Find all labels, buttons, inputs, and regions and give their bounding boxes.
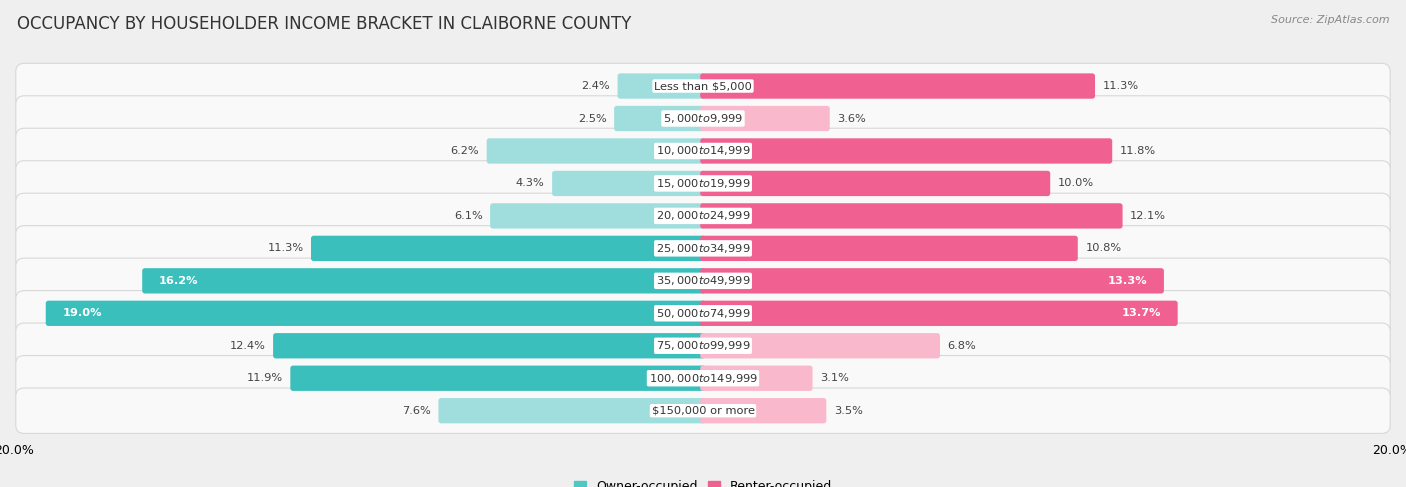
FancyBboxPatch shape — [15, 193, 1391, 239]
Text: 11.8%: 11.8% — [1119, 146, 1156, 156]
Text: Less than $5,000: Less than $5,000 — [654, 81, 752, 91]
FancyBboxPatch shape — [700, 74, 1095, 99]
Text: $5,000 to $9,999: $5,000 to $9,999 — [664, 112, 742, 125]
Text: 12.1%: 12.1% — [1130, 211, 1166, 221]
FancyBboxPatch shape — [491, 203, 706, 228]
FancyBboxPatch shape — [700, 236, 1078, 261]
FancyBboxPatch shape — [700, 171, 1050, 196]
Text: $75,000 to $99,999: $75,000 to $99,999 — [655, 339, 751, 352]
Legend: Owner-occupied, Renter-occupied: Owner-occupied, Renter-occupied — [574, 480, 832, 487]
Text: 11.3%: 11.3% — [1102, 81, 1139, 91]
FancyBboxPatch shape — [15, 96, 1391, 141]
FancyBboxPatch shape — [290, 366, 706, 391]
FancyBboxPatch shape — [15, 161, 1391, 206]
Text: $20,000 to $24,999: $20,000 to $24,999 — [655, 209, 751, 223]
Text: $100,000 to $149,999: $100,000 to $149,999 — [648, 372, 758, 385]
Text: 3.6%: 3.6% — [838, 113, 866, 124]
FancyBboxPatch shape — [553, 171, 706, 196]
FancyBboxPatch shape — [486, 138, 706, 164]
Text: 11.3%: 11.3% — [267, 244, 304, 253]
FancyBboxPatch shape — [15, 225, 1391, 271]
Text: $35,000 to $49,999: $35,000 to $49,999 — [655, 274, 751, 287]
Text: 12.4%: 12.4% — [229, 341, 266, 351]
FancyBboxPatch shape — [15, 291, 1391, 336]
FancyBboxPatch shape — [700, 300, 1178, 326]
FancyBboxPatch shape — [273, 333, 706, 358]
Text: $25,000 to $34,999: $25,000 to $34,999 — [655, 242, 751, 255]
FancyBboxPatch shape — [142, 268, 706, 294]
FancyBboxPatch shape — [15, 388, 1391, 433]
Text: 6.1%: 6.1% — [454, 211, 482, 221]
Text: Source: ZipAtlas.com: Source: ZipAtlas.com — [1271, 15, 1389, 25]
Text: 4.3%: 4.3% — [516, 178, 544, 188]
Text: OCCUPANCY BY HOUSEHOLDER INCOME BRACKET IN CLAIBORNE COUNTY: OCCUPANCY BY HOUSEHOLDER INCOME BRACKET … — [17, 15, 631, 33]
Text: $150,000 or more: $150,000 or more — [651, 406, 755, 416]
FancyBboxPatch shape — [46, 300, 706, 326]
Text: 13.7%: 13.7% — [1122, 308, 1161, 318]
FancyBboxPatch shape — [15, 258, 1391, 303]
FancyBboxPatch shape — [700, 366, 813, 391]
FancyBboxPatch shape — [700, 333, 941, 358]
Text: 16.2%: 16.2% — [159, 276, 198, 286]
FancyBboxPatch shape — [700, 106, 830, 131]
Text: 3.5%: 3.5% — [834, 406, 863, 416]
Text: 11.9%: 11.9% — [246, 373, 283, 383]
Text: 3.1%: 3.1% — [820, 373, 849, 383]
FancyBboxPatch shape — [617, 74, 706, 99]
FancyBboxPatch shape — [15, 323, 1391, 369]
Text: 10.8%: 10.8% — [1085, 244, 1122, 253]
FancyBboxPatch shape — [700, 138, 1112, 164]
FancyBboxPatch shape — [614, 106, 706, 131]
Text: 6.2%: 6.2% — [450, 146, 479, 156]
Text: $50,000 to $74,999: $50,000 to $74,999 — [655, 307, 751, 320]
Text: 2.4%: 2.4% — [581, 81, 610, 91]
FancyBboxPatch shape — [700, 398, 827, 423]
Text: 10.0%: 10.0% — [1057, 178, 1094, 188]
Text: 13.3%: 13.3% — [1108, 276, 1147, 286]
FancyBboxPatch shape — [15, 63, 1391, 109]
Text: $15,000 to $19,999: $15,000 to $19,999 — [655, 177, 751, 190]
FancyBboxPatch shape — [700, 268, 1164, 294]
FancyBboxPatch shape — [15, 128, 1391, 174]
FancyBboxPatch shape — [311, 236, 706, 261]
FancyBboxPatch shape — [700, 203, 1122, 228]
Text: 7.6%: 7.6% — [402, 406, 430, 416]
Text: $10,000 to $14,999: $10,000 to $14,999 — [655, 145, 751, 157]
Text: 2.5%: 2.5% — [578, 113, 606, 124]
Text: 6.8%: 6.8% — [948, 341, 976, 351]
Text: 19.0%: 19.0% — [62, 308, 101, 318]
FancyBboxPatch shape — [15, 356, 1391, 401]
FancyBboxPatch shape — [439, 398, 706, 423]
